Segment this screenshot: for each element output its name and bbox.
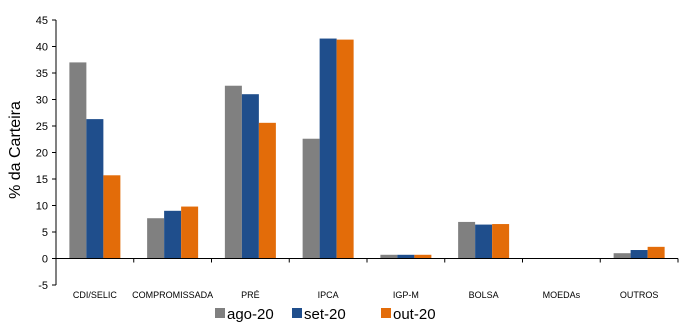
y-tick-label: 10 [36,201,48,213]
y-tick-label: 35 [36,68,48,80]
x-tick-label: CDI/SELIC [73,290,118,300]
bar [475,224,493,259]
y-tick-label: 45 [36,15,48,27]
bar [613,253,631,259]
legend-swatch [215,308,225,318]
y-tick-label: -5 [38,280,48,292]
legend-swatch [292,308,302,318]
bar [224,85,242,259]
bars [69,38,665,259]
bar [414,254,432,259]
bar [630,250,648,259]
bar [380,254,398,259]
bar [458,221,476,259]
bar [647,246,665,259]
legend-swatch [381,308,391,318]
legend-label: out-20 [393,306,436,323]
bar [241,94,259,259]
legend-label: set-20 [304,306,346,323]
bar [336,39,354,259]
x-tick-label: IPCA [318,290,339,300]
bar [181,206,199,259]
x-tick-label: PRÉ [241,290,260,300]
x-tick-label: MOEDAs [543,290,581,300]
bar [302,138,320,259]
x-tick-label: IGP-M [393,290,419,300]
bar [492,224,510,259]
bar [147,218,165,259]
bar [258,122,276,259]
bar [103,175,121,259]
y-tick-label: 15 [36,174,48,186]
legend-label: ago-20 [227,306,274,323]
y-axis-label: % da Carteira [7,101,24,199]
y-tick-label: 20 [36,148,48,160]
bar [86,119,104,259]
x-tick-label: BOLSA [469,290,499,300]
x-tick-label: COMPROMISSADA [132,290,213,300]
bar [319,38,337,259]
y-tick-label: 30 [36,95,48,107]
y-tick-label: 25 [36,121,48,133]
y-tick-label: 40 [36,42,48,54]
bar [164,210,182,259]
y-tick-label: 5 [42,227,48,239]
bar [397,254,415,259]
y-axis: -5 0 5 10 15 20 25 30 35 40 45 [36,15,57,292]
bar [69,62,87,259]
x-axis: CDI/SELIC COMPROMISSADA PRÉ IPCA IGP-M BOLSA M… [55,258,679,300]
y-tick-label: 0 [42,254,48,266]
legend: ago-20 set-20 out-20 [215,306,436,323]
x-tick-label: OUTROS [620,290,659,300]
